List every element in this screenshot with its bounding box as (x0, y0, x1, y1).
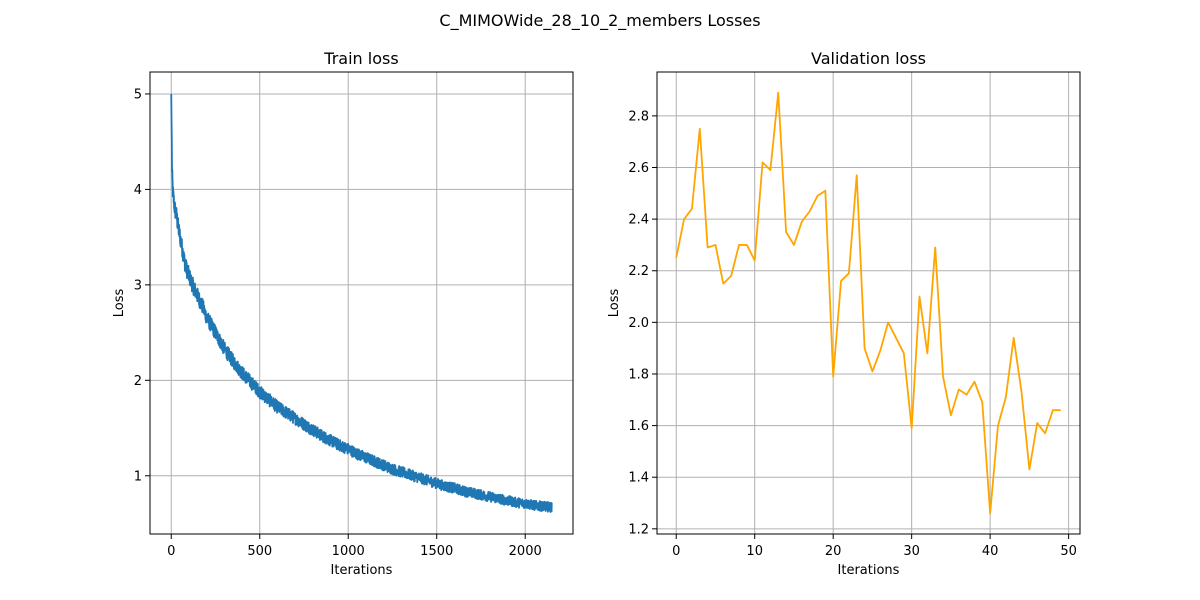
validation-xtick-label-4: 40 (982, 544, 999, 559)
train-ytick-label-4: 5 (134, 87, 142, 102)
validation-ytick-label-7: 2.6 (628, 161, 649, 176)
train-ytick-label-0: 1 (134, 469, 142, 484)
validation-ytick-label-2: 1.6 (628, 419, 649, 434)
train-xtick-label-0: 0 (167, 544, 175, 559)
validation-xtick-label-2: 20 (825, 544, 842, 559)
train-ylabel: Loss (112, 289, 127, 318)
validation-ytick-label-5: 2.2 (628, 264, 649, 279)
validation-xlabel: Iterations (838, 563, 900, 578)
validation-series-line-0 (675, 91, 1061, 515)
train-title: Train loss (323, 49, 398, 68)
train-loss-axes: 0 500 1000 1500 2000 1 2 3 4 5 Train loss Iteration… (112, 49, 574, 578)
train-series-line-0 (170, 93, 553, 513)
validation-ytick-label-3: 1.8 (628, 367, 649, 382)
train-ytick-label-2: 3 (134, 278, 142, 293)
validation-ytick-label-8: 2.8 (628, 109, 649, 124)
validation-ylabel: Loss (607, 289, 622, 318)
validation-loss-axes: 0 10 20 30 40 50 1.2 1.4 1.6 1.8 2.0 2.2 2.4 2.6 2.8 Va… (607, 49, 1081, 578)
validation-title: Validation loss (811, 49, 926, 68)
validation-xtick-label-0: 0 (672, 544, 680, 559)
validation-ytick-label-1: 1.4 (628, 471, 649, 486)
validation-ytick-label-0: 1.2 (628, 522, 649, 537)
train-ytick-label-1: 2 (134, 374, 142, 389)
figure-suptitle: C_MIMOWide_28_10_2_members Losses (439, 11, 760, 31)
validation-xtick-label-5: 50 (1060, 544, 1077, 559)
train-axes-frame (149, 71, 574, 535)
train-xlabel: Iterations (331, 563, 393, 578)
train-ytick-label-3: 4 (134, 183, 142, 198)
train-xtick-label-4: 2000 (509, 544, 542, 559)
validation-ytick-label-6: 2.4 (628, 213, 649, 228)
train-xtick-label-3: 1500 (420, 544, 453, 559)
validation-axes-frame (656, 71, 1081, 535)
validation-xtick-label-1: 10 (746, 544, 763, 559)
train-xtick-label-1: 500 (247, 544, 272, 559)
train-xtick-label-2: 1000 (332, 544, 365, 559)
validation-xtick-label-3: 30 (903, 544, 920, 559)
validation-ytick-label-4: 2.0 (628, 316, 649, 331)
